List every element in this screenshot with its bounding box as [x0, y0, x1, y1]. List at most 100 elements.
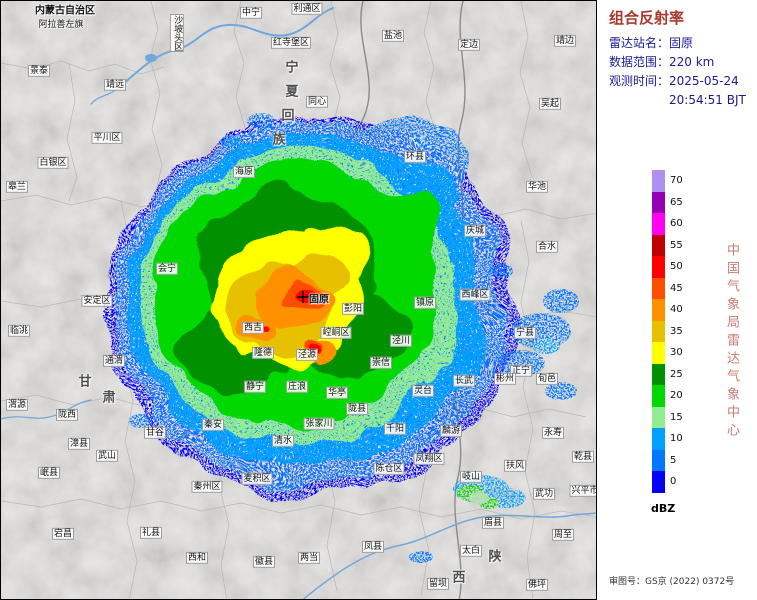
map-label: 宁县 [513, 326, 537, 340]
legend-entry: 60 [652, 213, 683, 235]
map-label: 陈仓区 [373, 462, 405, 476]
map-label: 庆城 [463, 224, 487, 238]
map-label: 崆峒区 [320, 326, 352, 340]
map-label: 沙坡头区 [169, 14, 185, 52]
legend-value: 45 [670, 282, 683, 294]
legend-swatch [652, 234, 665, 256]
station-name-value: 固原 [669, 36, 694, 50]
map-label: 定边 [457, 38, 481, 52]
legend-entry: 40 [652, 299, 683, 321]
map-label: 永寿 [541, 426, 565, 440]
legend-swatch [652, 385, 665, 407]
legend-value: 15 [670, 411, 683, 423]
map-label: 中宁 [239, 6, 263, 20]
map-label: 太白 [459, 544, 483, 558]
legend-swatch [652, 191, 665, 213]
map-label: 乾县 [571, 450, 595, 464]
map-label: 西 [452, 570, 466, 586]
legend-swatch [652, 449, 665, 471]
legend-swatch [652, 320, 665, 342]
map-label: 华亭 [325, 386, 349, 400]
map-label: 固原 [309, 294, 329, 306]
map-label: 周至 [551, 528, 575, 542]
legend-value: 30 [670, 347, 683, 359]
agency-watermark: 中国气象局雷达气象中心 [724, 243, 739, 441]
legend-entry: 70 [652, 170, 683, 192]
radar-echo-scattered [469, 492, 489, 504]
obs-time-line2: 20:54:51 BJT [609, 91, 746, 110]
map-label: 宁 [285, 60, 299, 76]
map-label: 彭阳 [341, 302, 365, 316]
obs-time-value: 20:54:51 BJT [669, 93, 746, 107]
map-label: 内蒙古自治区 [35, 5, 95, 17]
legend-value: 25 [670, 368, 683, 380]
map-label: 白银区 [37, 156, 69, 170]
legend-entry: 65 [652, 191, 683, 213]
map-label: 礼县 [139, 526, 163, 540]
legend-swatch [652, 406, 665, 428]
map-label: 环县 [403, 150, 427, 164]
legend-entry: 10 [652, 428, 683, 450]
map-label: 红寺堡区 [270, 36, 312, 50]
map-label: 陇西 [55, 408, 79, 422]
map-label: 张家川 [303, 417, 335, 431]
legend-swatch [652, 256, 665, 278]
map-label: 秦安 [201, 418, 225, 432]
map-label: 武功 [532, 487, 556, 501]
map-labels-layer: 内蒙古自治区 阿拉善左旗 沙坡头区 中宁 利通区 红寺堡区 盐池 定边 靖边 吴起 景泰 靖远 平川区白… [1, 1, 596, 599]
data-range-label: 数据范围： [609, 55, 670, 69]
map-label: 旬邑 [535, 372, 559, 386]
product-title: 组合反射率 [609, 9, 685, 27]
legend-value: 5 [670, 454, 677, 466]
map-label: 镇原 [413, 296, 437, 310]
map-label: 皋兰 [5, 180, 29, 194]
rivers [1, 7, 596, 599]
map-label: 长武 [452, 374, 476, 388]
legend-value: 70 [670, 175, 683, 187]
map-label: 凤翔区 [413, 452, 445, 466]
map-label: 佛坪 [525, 578, 549, 592]
data-range-line: 数据范围：220 km [609, 53, 746, 72]
map-label: 静宁 [243, 380, 267, 394]
legend-swatch [652, 428, 665, 450]
legend-swatch [652, 363, 665, 385]
map-label: 徽县 [252, 555, 276, 569]
legend-entry: 5 [652, 449, 683, 471]
map-label: 陇县 [345, 402, 369, 416]
legend-entry: 45 [652, 277, 683, 299]
legend-swatch [652, 471, 665, 493]
map-label: 平川区 [91, 131, 123, 145]
legend-entry: 15 [652, 406, 683, 428]
legend-value: 0 [670, 476, 677, 488]
radar-map: 内蒙古自治区 阿拉善左旗 沙坡头区 中宁 利通区 红寺堡区 盐池 定边 靖边 吴起 景泰 靖远 平川区白… [0, 0, 597, 600]
station-name-label: 雷达站名： [609, 36, 670, 50]
map-label: 景泰 [27, 64, 51, 78]
legend-swatch [652, 213, 665, 235]
legend-value: 40 [670, 304, 683, 316]
map-label: 庄浪 [285, 380, 309, 394]
station-name-line: 雷达站名：固原 [609, 34, 746, 53]
map-label: 西和 [185, 551, 209, 565]
map-label: 麦积区 [241, 472, 273, 486]
map-label: 吴起 [538, 97, 562, 111]
station-marker-icon [297, 291, 309, 303]
map-label: 彬州 [493, 372, 517, 386]
map-label: 安定区 [81, 294, 113, 308]
legend-value: 35 [670, 325, 683, 337]
map-label: 千阳 [383, 422, 407, 436]
obs-time-label: 观测时间： [609, 74, 670, 88]
station-info: 雷达站名：固原 数据范围：220 km 观测时间：2025-05-24 20:5… [609, 34, 746, 110]
data-range-value: 220 km [669, 55, 715, 69]
map-label: 泾源 [295, 348, 319, 362]
map-label: 甘谷 [143, 426, 167, 440]
map-label: 利通区 [291, 2, 323, 16]
map-label: 两当 [297, 551, 321, 565]
legend-value: 65 [670, 196, 683, 208]
map-label: 临洮 [7, 324, 31, 338]
reservoir [145, 54, 157, 62]
map-label: 族 [272, 132, 286, 148]
legend-swatch [652, 170, 665, 192]
radar-map-canvas [1, 1, 596, 599]
map-label: 泾川 [389, 334, 413, 348]
